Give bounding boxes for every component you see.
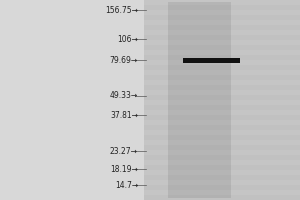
FancyBboxPatch shape [144, 170, 300, 175]
FancyBboxPatch shape [144, 95, 300, 100]
Text: 49.33→: 49.33→ [110, 91, 138, 100]
FancyBboxPatch shape [144, 90, 300, 95]
FancyBboxPatch shape [144, 175, 300, 180]
FancyBboxPatch shape [144, 115, 300, 120]
FancyBboxPatch shape [144, 190, 300, 195]
FancyBboxPatch shape [144, 100, 300, 105]
FancyBboxPatch shape [144, 155, 300, 160]
FancyBboxPatch shape [144, 195, 300, 200]
FancyBboxPatch shape [144, 20, 300, 25]
FancyBboxPatch shape [144, 145, 300, 150]
FancyBboxPatch shape [144, 25, 300, 30]
Text: 79.69→: 79.69→ [110, 56, 138, 65]
FancyBboxPatch shape [144, 120, 300, 125]
Text: 18.19→: 18.19→ [110, 165, 138, 174]
FancyBboxPatch shape [183, 58, 240, 63]
FancyBboxPatch shape [144, 5, 300, 10]
FancyBboxPatch shape [144, 60, 300, 65]
Text: 106→: 106→ [117, 35, 138, 44]
FancyBboxPatch shape [144, 45, 300, 50]
FancyBboxPatch shape [144, 85, 300, 90]
Text: 37.81→: 37.81→ [110, 111, 138, 120]
FancyBboxPatch shape [144, 185, 300, 190]
Text: 156.75→: 156.75→ [105, 6, 138, 15]
FancyBboxPatch shape [144, 105, 300, 110]
FancyBboxPatch shape [144, 30, 300, 35]
FancyBboxPatch shape [144, 160, 300, 165]
FancyBboxPatch shape [144, 70, 300, 75]
FancyBboxPatch shape [144, 135, 300, 140]
FancyBboxPatch shape [168, 2, 231, 198]
FancyBboxPatch shape [144, 65, 300, 70]
FancyBboxPatch shape [144, 0, 300, 5]
FancyBboxPatch shape [144, 130, 300, 135]
FancyBboxPatch shape [144, 165, 300, 170]
FancyBboxPatch shape [144, 75, 300, 80]
FancyBboxPatch shape [144, 10, 300, 15]
FancyBboxPatch shape [144, 180, 300, 185]
FancyBboxPatch shape [144, 55, 300, 60]
FancyBboxPatch shape [144, 110, 300, 115]
FancyBboxPatch shape [144, 140, 300, 145]
FancyBboxPatch shape [144, 40, 300, 45]
FancyBboxPatch shape [144, 35, 300, 40]
FancyBboxPatch shape [144, 125, 300, 130]
FancyBboxPatch shape [144, 80, 300, 85]
FancyBboxPatch shape [144, 50, 300, 55]
FancyBboxPatch shape [144, 150, 300, 155]
Text: 14.7→: 14.7→ [115, 181, 138, 190]
Text: 23.27→: 23.27→ [110, 147, 138, 156]
FancyBboxPatch shape [144, 15, 300, 20]
FancyBboxPatch shape [144, 0, 300, 200]
